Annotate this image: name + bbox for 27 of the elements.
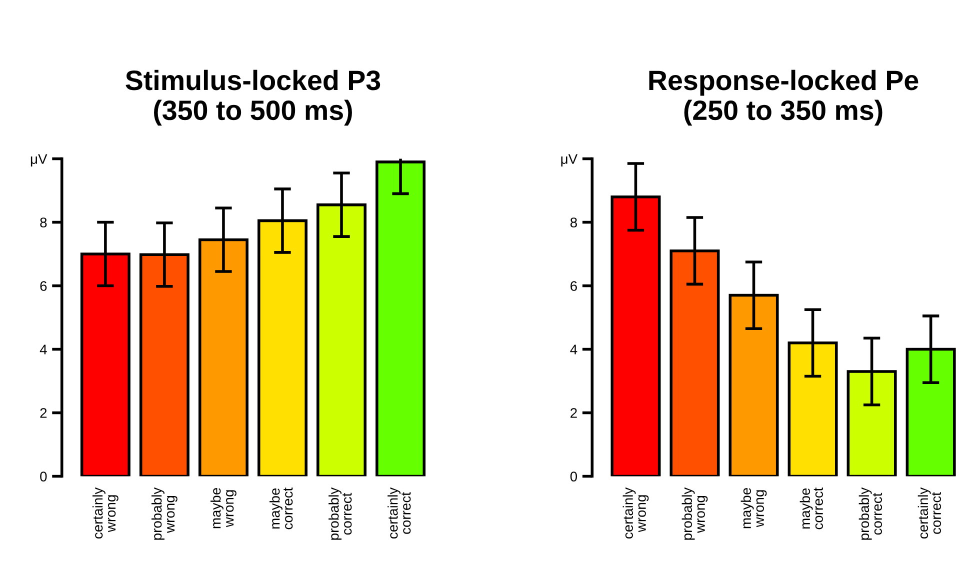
x-tick-label: maybe correct	[270, 487, 293, 530]
x-tick-label: probably wrong	[152, 487, 178, 540]
x-tick-label: certainly correct	[388, 487, 411, 539]
y-tick-label: μV	[561, 154, 578, 166]
y-tick-label: 2	[570, 408, 577, 418]
y-tick-label: 8	[570, 218, 577, 228]
x-tick-label: certainly wrong	[622, 487, 649, 539]
y-tick-label: μV	[30, 154, 48, 166]
x-tick-label: maybe correct	[800, 487, 823, 530]
x-tick-label: maybe wrong	[740, 488, 767, 528]
y-tick-label: 4	[40, 344, 47, 354]
y-tick-label: 8	[40, 218, 47, 228]
y-tick-label: 0	[40, 472, 47, 482]
x-tick-label: probably correct	[328, 487, 352, 540]
y-tick-label: 2	[40, 408, 47, 418]
y-tick-label: 4	[570, 344, 578, 354]
y-tick-label: 6	[40, 281, 47, 291]
bar	[376, 160, 426, 476]
x-tick-label: probably wrong	[682, 487, 708, 540]
x-tick-label: maybe wrong	[210, 488, 236, 528]
chart-title: Stimulus-locked P3 (350 to 500 ms)	[126, 70, 380, 126]
x-tick-label: certainly wrong	[92, 487, 118, 539]
x-tick-label: certainly correct	[918, 487, 942, 539]
chart-title: Response-locked Pe (250 to 350 ms)	[649, 70, 918, 126]
y-tick-label: 0	[570, 472, 578, 482]
x-tick-label: probably correct	[858, 487, 882, 540]
y-tick-label: 6	[570, 281, 577, 291]
